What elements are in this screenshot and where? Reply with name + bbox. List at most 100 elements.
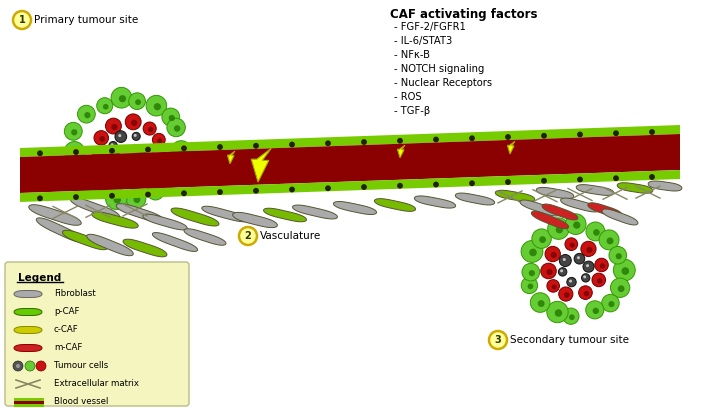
Circle shape — [146, 153, 160, 166]
Circle shape — [521, 241, 543, 262]
Circle shape — [84, 180, 92, 188]
Polygon shape — [14, 308, 42, 315]
Circle shape — [398, 184, 402, 188]
Polygon shape — [143, 214, 187, 230]
Circle shape — [175, 151, 196, 172]
Circle shape — [111, 87, 132, 108]
Circle shape — [125, 114, 141, 130]
Text: - NOTCH signaling: - NOTCH signaling — [394, 64, 484, 74]
Circle shape — [115, 131, 127, 142]
Circle shape — [36, 361, 46, 371]
Circle shape — [570, 243, 575, 248]
Polygon shape — [70, 198, 120, 218]
FancyBboxPatch shape — [5, 262, 189, 406]
Circle shape — [547, 302, 568, 323]
Circle shape — [362, 185, 366, 189]
Circle shape — [109, 149, 119, 159]
Text: - NFκ-B: - NFκ-B — [394, 50, 430, 60]
Polygon shape — [648, 181, 682, 191]
Circle shape — [137, 163, 153, 178]
Circle shape — [610, 278, 630, 297]
Text: Fibroblast: Fibroblast — [54, 290, 96, 299]
Circle shape — [146, 95, 167, 116]
Circle shape — [92, 181, 108, 197]
Circle shape — [119, 95, 126, 102]
Circle shape — [583, 275, 586, 278]
Circle shape — [532, 229, 551, 248]
Circle shape — [161, 166, 182, 187]
Circle shape — [143, 169, 149, 175]
Polygon shape — [263, 208, 306, 222]
Polygon shape — [232, 213, 277, 228]
Circle shape — [326, 141, 330, 146]
Circle shape — [118, 170, 131, 182]
Text: 1: 1 — [18, 15, 25, 25]
Text: - FGF-2/FGFR1: - FGF-2/FGFR1 — [394, 22, 466, 32]
Polygon shape — [20, 125, 680, 157]
Circle shape — [126, 189, 146, 208]
Polygon shape — [227, 151, 235, 164]
Text: c-CAF: c-CAF — [54, 326, 79, 335]
Circle shape — [137, 154, 140, 157]
Text: Vasculature: Vasculature — [260, 231, 321, 241]
Circle shape — [599, 230, 619, 250]
Circle shape — [148, 127, 153, 132]
Polygon shape — [202, 206, 249, 222]
Circle shape — [586, 301, 604, 319]
Circle shape — [109, 142, 118, 150]
Circle shape — [600, 263, 605, 269]
Circle shape — [169, 115, 175, 121]
Circle shape — [398, 139, 402, 143]
Circle shape — [106, 188, 127, 209]
Circle shape — [565, 214, 586, 235]
Circle shape — [539, 236, 546, 243]
Circle shape — [134, 134, 137, 137]
Circle shape — [131, 120, 137, 126]
Polygon shape — [398, 145, 405, 158]
Circle shape — [153, 103, 161, 110]
Circle shape — [569, 279, 572, 283]
Polygon shape — [334, 202, 377, 215]
Circle shape — [505, 180, 510, 184]
Circle shape — [139, 145, 147, 153]
Circle shape — [562, 308, 579, 324]
Circle shape — [542, 133, 546, 138]
Polygon shape — [588, 203, 622, 217]
Circle shape — [586, 264, 589, 267]
Circle shape — [592, 273, 605, 287]
Circle shape — [122, 159, 125, 162]
Circle shape — [530, 293, 550, 313]
Circle shape — [111, 124, 118, 130]
Circle shape — [595, 258, 608, 272]
Circle shape — [146, 147, 150, 152]
Circle shape — [96, 98, 113, 114]
Text: - TGF-β: - TGF-β — [394, 106, 430, 116]
Circle shape — [562, 258, 566, 261]
Polygon shape — [496, 190, 535, 202]
Circle shape — [113, 196, 121, 204]
Circle shape — [77, 164, 83, 171]
Circle shape — [135, 99, 141, 105]
Polygon shape — [123, 239, 167, 257]
Polygon shape — [37, 218, 84, 242]
Circle shape — [602, 295, 620, 312]
Circle shape — [555, 309, 562, 317]
Circle shape — [129, 93, 146, 109]
Circle shape — [614, 131, 618, 135]
Circle shape — [71, 158, 88, 175]
Circle shape — [84, 112, 91, 118]
Circle shape — [162, 108, 180, 126]
Polygon shape — [375, 199, 415, 211]
Circle shape — [597, 278, 603, 284]
Circle shape — [586, 222, 605, 241]
Circle shape — [616, 253, 622, 259]
Polygon shape — [14, 326, 42, 333]
Polygon shape — [576, 184, 614, 195]
Circle shape — [579, 286, 592, 299]
Text: Tumour cells: Tumour cells — [54, 361, 108, 370]
Circle shape — [182, 146, 186, 151]
Text: 2: 2 — [244, 231, 251, 241]
Circle shape — [290, 187, 294, 192]
Polygon shape — [20, 170, 680, 202]
Circle shape — [77, 173, 99, 194]
